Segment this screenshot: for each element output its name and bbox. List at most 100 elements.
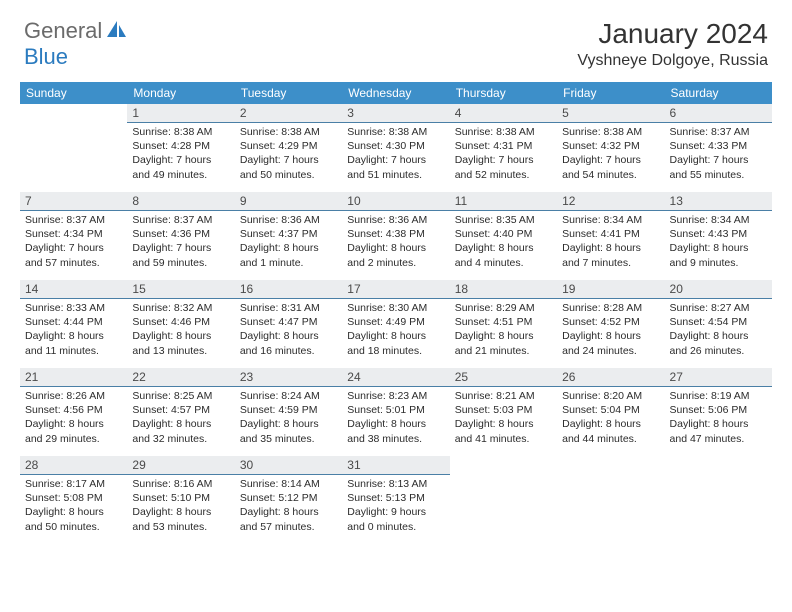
- day-details: Sunrise: 8:33 AMSunset: 4:44 PMDaylight:…: [20, 299, 127, 361]
- day-number: 5: [557, 104, 664, 123]
- day-details: Sunrise: 8:37 AMSunset: 4:33 PMDaylight:…: [665, 123, 772, 185]
- calendar-day-cell: 12Sunrise: 8:34 AMSunset: 4:41 PMDayligh…: [557, 192, 664, 280]
- calendar-day-cell: 9Sunrise: 8:36 AMSunset: 4:37 PMDaylight…: [235, 192, 342, 280]
- day-number: 12: [557, 192, 664, 211]
- calendar-day-cell: 10Sunrise: 8:36 AMSunset: 4:38 PMDayligh…: [342, 192, 449, 280]
- day-number: 26: [557, 368, 664, 387]
- weekday-header: Monday: [127, 82, 234, 104]
- calendar-day-cell: 4Sunrise: 8:38 AMSunset: 4:31 PMDaylight…: [450, 104, 557, 192]
- day-details: Sunrise: 8:38 AMSunset: 4:29 PMDaylight:…: [235, 123, 342, 185]
- calendar-day-cell: 11Sunrise: 8:35 AMSunset: 4:40 PMDayligh…: [450, 192, 557, 280]
- day-number: 28: [20, 456, 127, 475]
- day-details: Sunrise: 8:31 AMSunset: 4:47 PMDaylight:…: [235, 299, 342, 361]
- calendar-day-cell: 17Sunrise: 8:30 AMSunset: 4:49 PMDayligh…: [342, 280, 449, 368]
- calendar-day-cell: [20, 104, 127, 192]
- calendar-day-cell: 3Sunrise: 8:38 AMSunset: 4:30 PMDaylight…: [342, 104, 449, 192]
- day-number: 1: [127, 104, 234, 123]
- calendar-day-cell: [665, 456, 772, 544]
- day-number: 6: [665, 104, 772, 123]
- day-details: Sunrise: 8:28 AMSunset: 4:52 PMDaylight:…: [557, 299, 664, 361]
- logo-text-general: General: [24, 18, 102, 44]
- calendar-day-cell: 26Sunrise: 8:20 AMSunset: 5:04 PMDayligh…: [557, 368, 664, 456]
- day-number: 16: [235, 280, 342, 299]
- calendar-day-cell: 25Sunrise: 8:21 AMSunset: 5:03 PMDayligh…: [450, 368, 557, 456]
- day-number: 11: [450, 192, 557, 211]
- calendar-week-row: 1Sunrise: 8:38 AMSunset: 4:28 PMDaylight…: [20, 104, 772, 192]
- day-number: 9: [235, 192, 342, 211]
- calendar-day-cell: 21Sunrise: 8:26 AMSunset: 4:56 PMDayligh…: [20, 368, 127, 456]
- day-number: 24: [342, 368, 449, 387]
- calendar-day-cell: 27Sunrise: 8:19 AMSunset: 5:06 PMDayligh…: [665, 368, 772, 456]
- day-details: Sunrise: 8:34 AMSunset: 4:41 PMDaylight:…: [557, 211, 664, 273]
- day-number: 14: [20, 280, 127, 299]
- day-details: Sunrise: 8:29 AMSunset: 4:51 PMDaylight:…: [450, 299, 557, 361]
- day-number: 25: [450, 368, 557, 387]
- calendar-week-row: 21Sunrise: 8:26 AMSunset: 4:56 PMDayligh…: [20, 368, 772, 456]
- calendar-day-cell: 31Sunrise: 8:13 AMSunset: 5:13 PMDayligh…: [342, 456, 449, 544]
- day-details: Sunrise: 8:21 AMSunset: 5:03 PMDaylight:…: [450, 387, 557, 449]
- location-label: Vyshneye Dolgoye, Russia: [577, 52, 768, 70]
- calendar-week-row: 7Sunrise: 8:37 AMSunset: 4:34 PMDaylight…: [20, 192, 772, 280]
- calendar-day-cell: 1Sunrise: 8:38 AMSunset: 4:28 PMDaylight…: [127, 104, 234, 192]
- day-details: Sunrise: 8:23 AMSunset: 5:01 PMDaylight:…: [342, 387, 449, 449]
- calendar-day-cell: 6Sunrise: 8:37 AMSunset: 4:33 PMDaylight…: [665, 104, 772, 192]
- day-number: 8: [127, 192, 234, 211]
- calendar-day-cell: 18Sunrise: 8:29 AMSunset: 4:51 PMDayligh…: [450, 280, 557, 368]
- day-details: Sunrise: 8:38 AMSunset: 4:30 PMDaylight:…: [342, 123, 449, 185]
- weekday-header: Thursday: [450, 82, 557, 104]
- weekday-header: Wednesday: [342, 82, 449, 104]
- calendar-table: SundayMondayTuesdayWednesdayThursdayFrid…: [20, 82, 772, 544]
- day-details: Sunrise: 8:25 AMSunset: 4:57 PMDaylight:…: [127, 387, 234, 449]
- day-details: Sunrise: 8:38 AMSunset: 4:31 PMDaylight:…: [450, 123, 557, 185]
- calendar-day-cell: [557, 456, 664, 544]
- day-details: Sunrise: 8:13 AMSunset: 5:13 PMDaylight:…: [342, 475, 449, 537]
- day-details: Sunrise: 8:34 AMSunset: 4:43 PMDaylight:…: [665, 211, 772, 273]
- day-details: Sunrise: 8:14 AMSunset: 5:12 PMDaylight:…: [235, 475, 342, 537]
- calendar-day-cell: 7Sunrise: 8:37 AMSunset: 4:34 PMDaylight…: [20, 192, 127, 280]
- day-number: 23: [235, 368, 342, 387]
- calendar-body: 1Sunrise: 8:38 AMSunset: 4:28 PMDaylight…: [20, 104, 772, 544]
- day-number: 30: [235, 456, 342, 475]
- day-number: 20: [665, 280, 772, 299]
- day-number: 21: [20, 368, 127, 387]
- title-block: January 2024 Vyshneye Dolgoye, Russia: [577, 18, 768, 70]
- day-number: 10: [342, 192, 449, 211]
- weekday-header: Tuesday: [235, 82, 342, 104]
- calendar-day-cell: 20Sunrise: 8:27 AMSunset: 4:54 PMDayligh…: [665, 280, 772, 368]
- day-details: Sunrise: 8:24 AMSunset: 4:59 PMDaylight:…: [235, 387, 342, 449]
- day-number: 19: [557, 280, 664, 299]
- calendar-day-cell: 5Sunrise: 8:38 AMSunset: 4:32 PMDaylight…: [557, 104, 664, 192]
- day-details: Sunrise: 8:30 AMSunset: 4:49 PMDaylight:…: [342, 299, 449, 361]
- day-details: Sunrise: 8:38 AMSunset: 4:32 PMDaylight:…: [557, 123, 664, 185]
- day-number: 15: [127, 280, 234, 299]
- day-number: 7: [20, 192, 127, 211]
- day-details: Sunrise: 8:32 AMSunset: 4:46 PMDaylight:…: [127, 299, 234, 361]
- weekday-header: Sunday: [20, 82, 127, 104]
- logo-text-blue: Blue: [24, 44, 68, 69]
- day-number: 17: [342, 280, 449, 299]
- day-details: Sunrise: 8:26 AMSunset: 4:56 PMDaylight:…: [20, 387, 127, 449]
- calendar-day-cell: 23Sunrise: 8:24 AMSunset: 4:59 PMDayligh…: [235, 368, 342, 456]
- day-number: 13: [665, 192, 772, 211]
- weekday-header: Saturday: [665, 82, 772, 104]
- calendar-header-row: SundayMondayTuesdayWednesdayThursdayFrid…: [20, 82, 772, 104]
- page-title: January 2024: [577, 18, 768, 50]
- day-details: Sunrise: 8:36 AMSunset: 4:37 PMDaylight:…: [235, 211, 342, 273]
- calendar-day-cell: 19Sunrise: 8:28 AMSunset: 4:52 PMDayligh…: [557, 280, 664, 368]
- header: General January 2024 Vyshneye Dolgoye, R…: [0, 0, 792, 78]
- day-number: 22: [127, 368, 234, 387]
- day-number: 27: [665, 368, 772, 387]
- calendar-day-cell: [450, 456, 557, 544]
- calendar-day-cell: 13Sunrise: 8:34 AMSunset: 4:43 PMDayligh…: [665, 192, 772, 280]
- day-number: 2: [235, 104, 342, 123]
- day-details: Sunrise: 8:17 AMSunset: 5:08 PMDaylight:…: [20, 475, 127, 537]
- calendar-day-cell: 15Sunrise: 8:32 AMSunset: 4:46 PMDayligh…: [127, 280, 234, 368]
- calendar-day-cell: 30Sunrise: 8:14 AMSunset: 5:12 PMDayligh…: [235, 456, 342, 544]
- day-details: Sunrise: 8:27 AMSunset: 4:54 PMDaylight:…: [665, 299, 772, 361]
- day-number: 29: [127, 456, 234, 475]
- calendar-day-cell: 14Sunrise: 8:33 AMSunset: 4:44 PMDayligh…: [20, 280, 127, 368]
- day-details: Sunrise: 8:37 AMSunset: 4:36 PMDaylight:…: [127, 211, 234, 273]
- day-number: 31: [342, 456, 449, 475]
- calendar-week-row: 14Sunrise: 8:33 AMSunset: 4:44 PMDayligh…: [20, 280, 772, 368]
- day-details: Sunrise: 8:38 AMSunset: 4:28 PMDaylight:…: [127, 123, 234, 185]
